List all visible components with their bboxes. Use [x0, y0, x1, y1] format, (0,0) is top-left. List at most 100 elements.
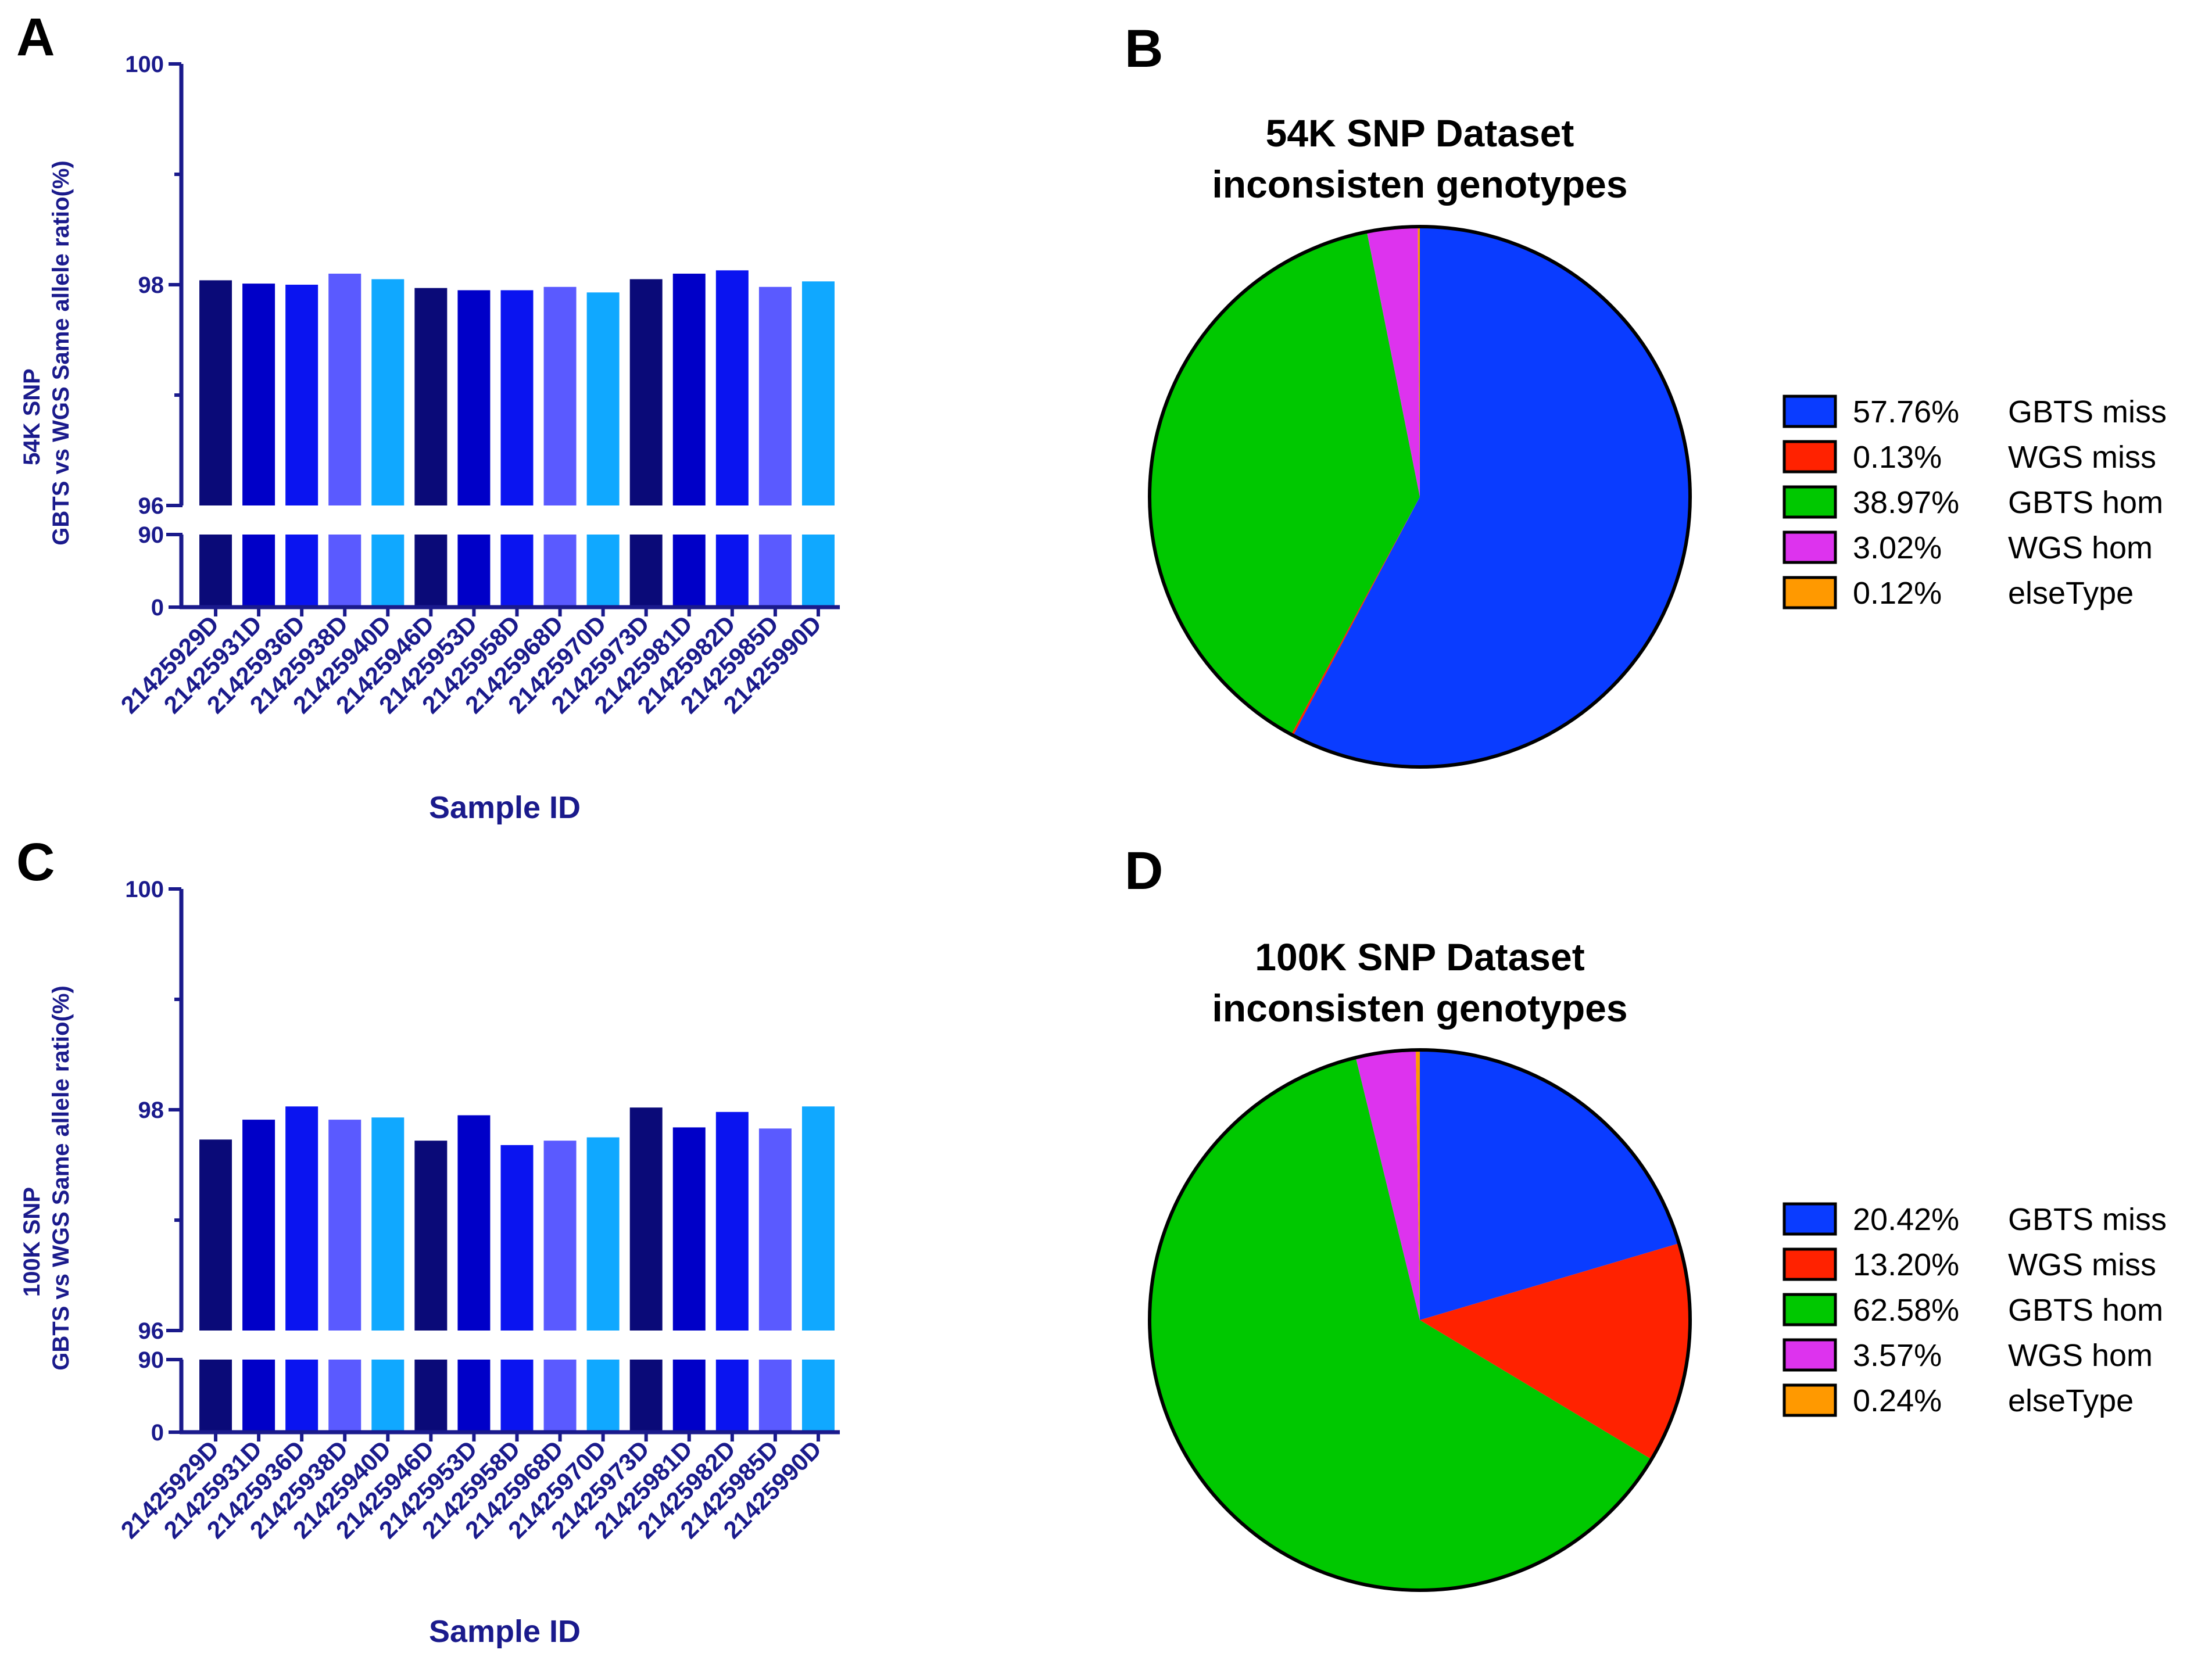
- x-axis-title: Sample ID: [429, 790, 581, 825]
- bar-lower: [457, 535, 491, 607]
- pie-slice: [1415, 1050, 1420, 1320]
- bar-lower: [371, 535, 405, 607]
- bar-upper: [457, 1115, 491, 1331]
- pie-slice: [1293, 227, 1691, 767]
- legend-label: elseType: [2008, 1383, 2134, 1418]
- bar-upper: [629, 279, 663, 505]
- pie-title-line1: 54K SNP Dataset: [1266, 112, 1574, 155]
- legend-percent: 0.12%: [1853, 576, 1942, 611]
- pie-slice: [1149, 1057, 1652, 1591]
- legend-percent: 3.02%: [1853, 530, 1942, 565]
- legend-label: GBTS miss: [2008, 1202, 2167, 1237]
- bar-upper: [328, 274, 361, 505]
- x-axis-title: Sample ID: [429, 1614, 581, 1649]
- bar-lower: [285, 1360, 318, 1432]
- bar-upper: [371, 1117, 405, 1331]
- y-tick-label: 100: [125, 52, 164, 77]
- panel-a: A21425929D21425931D21425936D21425938D214…: [16, 8, 840, 825]
- pie-title-line2: inconsisten genotypes: [1212, 987, 1627, 1030]
- legend-swatch: [1783, 1202, 1837, 1236]
- legend-percent: 0.24%: [1853, 1383, 1942, 1418]
- bar-upper: [242, 1120, 275, 1331]
- panel-label: B: [1125, 19, 1163, 78]
- legend-swatch: [1783, 440, 1837, 474]
- panel-b: B 54K SNP Dataset inconsisten genotypes 57.…: [1125, 19, 2167, 769]
- y-tick-label: 98: [138, 272, 164, 298]
- bar-lower: [328, 1360, 361, 1432]
- bar-lower: [242, 535, 275, 607]
- bar-lower: [672, 535, 706, 607]
- legend-label: GBTS hom: [2008, 1293, 2163, 1328]
- pie-slice: [1420, 1243, 1691, 1460]
- legend-swatch: [1783, 1338, 1837, 1372]
- panel-d: D 100K SNP Dataset inconsisten genotypes 20…: [1125, 841, 2167, 1592]
- bar-upper: [715, 270, 749, 505]
- bar-lower: [586, 535, 620, 607]
- bar-upper: [371, 279, 405, 505]
- bar-upper: [500, 1145, 534, 1331]
- y-tick-label: 0: [151, 1420, 164, 1446]
- bar-lower: [199, 1360, 232, 1432]
- bar-upper: [414, 288, 448, 505]
- bar-upper: [242, 284, 275, 505]
- y-axis-title-line1: 100K SNP: [19, 1187, 45, 1297]
- y-tick-label: 0: [151, 595, 164, 621]
- bar-upper: [586, 1137, 620, 1331]
- bar-upper: [672, 1127, 706, 1331]
- pie-outline: [1148, 225, 1692, 769]
- panel-label: A: [16, 8, 55, 67]
- legend-label: elseType: [2008, 576, 2134, 611]
- pie-slice: [1366, 227, 1420, 497]
- legend-percent: 62.58%: [1853, 1293, 1959, 1328]
- legend-swatch: [1783, 576, 1837, 609]
- legend-percent: 38.97%: [1853, 485, 1959, 520]
- bar-upper: [672, 274, 706, 505]
- bar-lower: [715, 1360, 749, 1432]
- bar-upper: [801, 1106, 835, 1331]
- legend-percent: 20.42%: [1853, 1202, 1959, 1237]
- y-tick-label: 98: [138, 1098, 164, 1123]
- bar-lower: [543, 1360, 577, 1432]
- legend-label: WGS miss: [2008, 440, 2156, 475]
- bar-upper: [285, 1106, 318, 1331]
- bar-lower: [715, 535, 749, 607]
- pie-title-line2: inconsisten genotypes: [1212, 163, 1627, 206]
- bar-upper: [199, 280, 232, 505]
- legend-swatch: [1783, 395, 1837, 428]
- bar-lower: [629, 1360, 663, 1432]
- legend-label: WGS miss: [2008, 1247, 2156, 1282]
- bar-upper: [629, 1107, 663, 1331]
- pie-slice: [1355, 1050, 1420, 1320]
- y-axis-title-line1: 54K SNP: [19, 368, 45, 465]
- bar-lower: [414, 535, 448, 607]
- legend-swatch: [1783, 1247, 1837, 1281]
- y-tick-label: 90: [138, 522, 164, 548]
- y-axis-title-line2: GBTS vs WGS Same allele ratio(%): [48, 160, 74, 545]
- panel-label: D: [1125, 841, 1163, 901]
- pie-slice: [1420, 1050, 1679, 1320]
- bar-lower: [672, 1360, 706, 1432]
- pie-outline: [1148, 1048, 1692, 1592]
- bar-upper: [758, 286, 792, 505]
- y-tick-label: 96: [138, 493, 164, 519]
- legend-label: WGS hom: [2008, 1338, 2153, 1373]
- bar-lower: [199, 535, 232, 607]
- panel-c: C21425929D21425931D21425936D21425938D214…: [16, 833, 840, 1649]
- bar-lower: [586, 1360, 620, 1432]
- legend-label: WGS hom: [2008, 530, 2153, 565]
- bar-upper: [543, 286, 577, 505]
- bar-upper: [801, 281, 835, 505]
- bar-lower: [328, 535, 361, 607]
- bar-upper: [457, 290, 491, 505]
- bar-upper: [715, 1111, 749, 1331]
- pie-slice: [1418, 227, 1420, 497]
- panel-label: C: [16, 833, 55, 892]
- legend-swatch: [1783, 1293, 1837, 1326]
- bar-lower: [758, 535, 792, 607]
- pie-slice: [1150, 232, 1420, 735]
- legend-percent: 3.57%: [1853, 1338, 1942, 1373]
- y-tick-label: 96: [138, 1318, 164, 1344]
- bar-lower: [285, 535, 318, 607]
- bar-lower: [414, 1360, 448, 1432]
